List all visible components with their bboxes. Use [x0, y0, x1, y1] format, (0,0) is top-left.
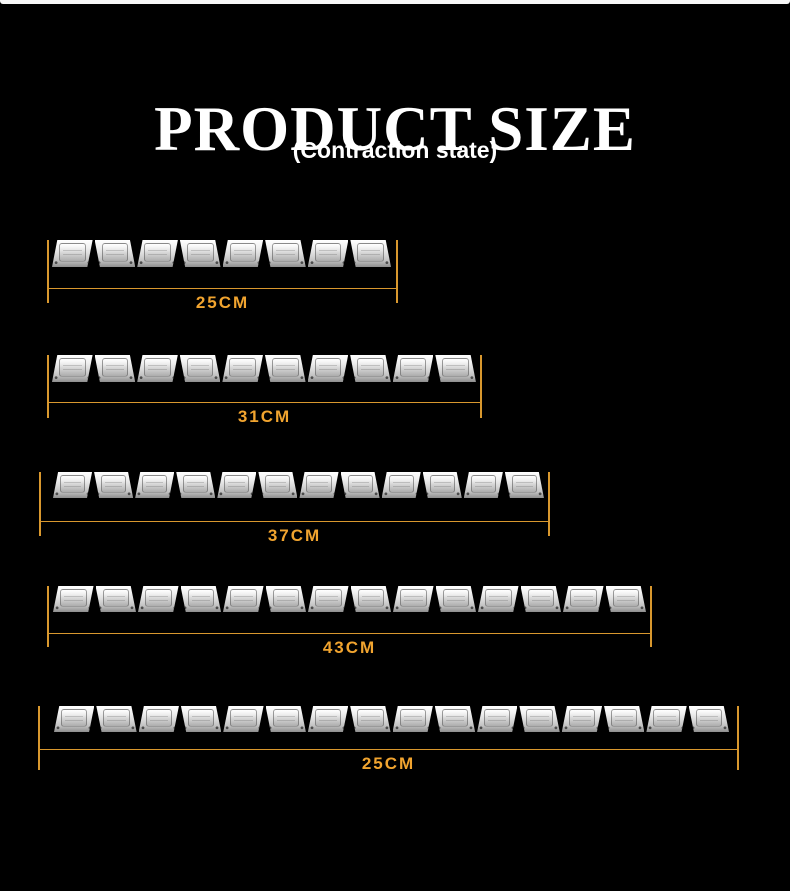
- dimension-line: [47, 633, 652, 635]
- dimension-label: 37CM: [267, 526, 322, 545]
- led-module: [605, 586, 646, 612]
- led-module: [94, 472, 134, 498]
- led-module: [478, 586, 519, 612]
- led-module: [434, 706, 476, 732]
- led-module: [138, 706, 179, 732]
- led-module: [604, 706, 645, 732]
- led-module: [52, 240, 93, 267]
- led-module: [646, 706, 687, 732]
- led-module: [350, 240, 391, 267]
- led-module: [392, 355, 434, 382]
- dimension-label: 25CM: [195, 293, 250, 312]
- led-module: [504, 472, 544, 498]
- led-module: [519, 706, 560, 732]
- dimension-tick-left: [38, 706, 40, 770]
- light-bar: [51, 240, 392, 267]
- led-module: [561, 706, 603, 732]
- dimension-label: 43CM: [322, 638, 377, 657]
- led-module: [688, 706, 729, 732]
- led-module: [307, 240, 349, 267]
- led-module: [138, 586, 179, 612]
- led-module: [179, 240, 221, 267]
- led-module: [180, 586, 221, 612]
- led-module: [137, 355, 178, 382]
- led-module: [180, 706, 222, 732]
- dimension-tick-left: [47, 355, 49, 418]
- led-module: [350, 355, 391, 382]
- dimension-line: [39, 521, 550, 523]
- led-module: [340, 472, 380, 498]
- led-module: [307, 355, 349, 382]
- led-module: [520, 586, 561, 612]
- led-module: [392, 706, 433, 732]
- page-subtitle: (Contraction state): [292, 137, 498, 163]
- dimension-label: 31CM: [237, 407, 292, 426]
- light-bar: [53, 706, 730, 732]
- led-module: [223, 586, 264, 612]
- led-module: [435, 586, 476, 612]
- top-divider-strip: [0, 0, 790, 4]
- led-module: [265, 586, 306, 612]
- page-title: PRODUCT SIZE: [154, 94, 636, 165]
- light-bar: [52, 586, 647, 612]
- led-module: [308, 586, 349, 612]
- led-module: [265, 706, 306, 732]
- led-module: [350, 706, 391, 732]
- led-module: [137, 240, 178, 267]
- light-bar: [51, 355, 477, 382]
- led-module: [393, 586, 434, 612]
- led-module: [95, 586, 136, 612]
- led-module: [54, 706, 95, 732]
- dimension-tick-left: [47, 586, 49, 647]
- led-module: [94, 240, 136, 267]
- dimension-line: [47, 402, 482, 404]
- dimension-tick-right: [548, 472, 550, 536]
- dimension-tick-right: [396, 240, 398, 303]
- led-module: [179, 355, 221, 382]
- dimension-line: [47, 288, 398, 290]
- dimension-label: 25CM: [361, 754, 416, 773]
- led-module: [422, 472, 462, 498]
- dimension-tick-right: [650, 586, 652, 647]
- dimension-line: [38, 749, 739, 751]
- led-module: [381, 472, 421, 498]
- dimension-tick-left: [47, 240, 49, 303]
- led-module: [135, 472, 175, 498]
- light-bar: [52, 472, 545, 498]
- led-module: [222, 240, 264, 267]
- led-module: [435, 355, 476, 382]
- led-module: [96, 706, 137, 732]
- led-module: [258, 472, 298, 498]
- led-module: [477, 706, 518, 732]
- led-module: [350, 586, 391, 612]
- led-module: [94, 355, 136, 382]
- dimension-tick-right: [737, 706, 739, 770]
- led-module: [53, 472, 93, 498]
- led-module: [53, 586, 94, 612]
- led-module: [52, 355, 93, 382]
- led-module: [307, 706, 349, 732]
- dimension-tick-left: [39, 472, 41, 536]
- led-module: [563, 586, 604, 612]
- led-module: [264, 355, 306, 382]
- led-module: [299, 472, 339, 498]
- dimension-tick-right: [480, 355, 482, 418]
- led-module: [217, 472, 257, 498]
- led-module: [265, 240, 306, 267]
- led-module: [176, 472, 216, 498]
- led-module: [222, 355, 263, 382]
- led-module: [463, 472, 503, 498]
- led-module: [223, 706, 264, 732]
